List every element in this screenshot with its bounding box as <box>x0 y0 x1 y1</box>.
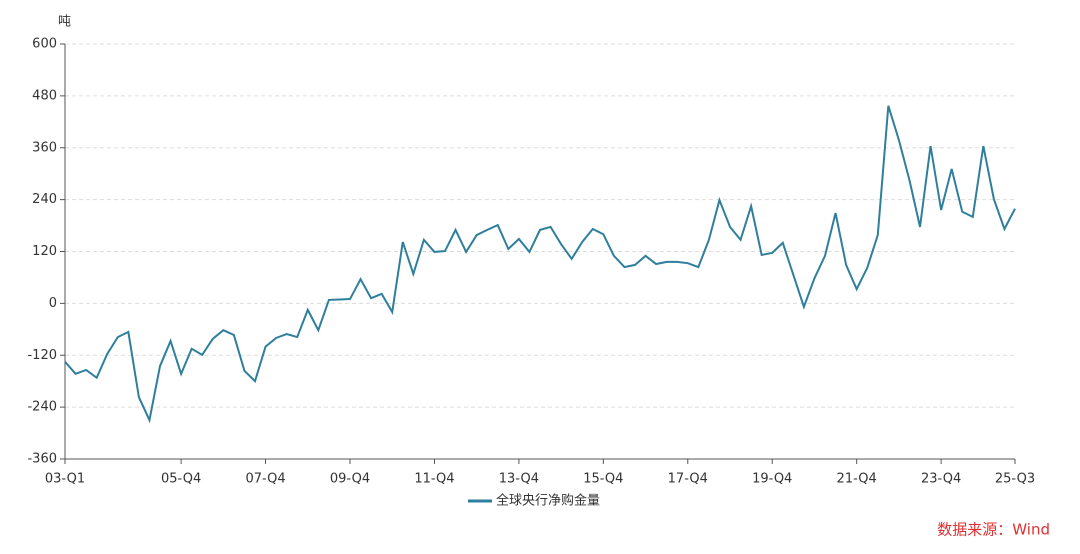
x-tick-label: 03-Q1 <box>45 472 85 487</box>
legend-label: 全球央行净购金量 <box>496 493 600 509</box>
y-tick-label: -240 <box>27 400 57 415</box>
x-tick-label: 11-Q4 <box>414 472 454 487</box>
source-note: 数据来源：Wind <box>937 521 1050 539</box>
y-tick-label: 600 <box>32 37 57 52</box>
y-tick-label: -120 <box>27 348 57 363</box>
y-tick-label: 480 <box>32 88 57 103</box>
y-tick-label: 360 <box>32 140 57 155</box>
x-tick-label: 25-Q3 <box>995 472 1035 487</box>
x-tick-label: 07-Q4 <box>245 472 285 487</box>
x-tick-label: 09-Q4 <box>330 472 370 487</box>
data-line <box>64 105 1016 424</box>
x-tick-label: 05-Q4 <box>161 472 201 487</box>
y-tick-label: 120 <box>32 244 57 259</box>
x-tick-label: 15-Q4 <box>583 472 623 487</box>
x-tick-label: 13-Q4 <box>499 472 539 487</box>
y-axis-unit: 吨 <box>58 15 71 30</box>
x-tick-label: 21-Q4 <box>837 472 877 487</box>
y-tick-label: 0 <box>49 296 57 311</box>
x-tick-label: 17-Q4 <box>668 472 708 487</box>
y-tick-label: -360 <box>27 452 57 467</box>
y-tick-label: 240 <box>32 192 57 207</box>
x-tick-label: 19-Q4 <box>752 472 792 487</box>
x-tick-label: 23-Q4 <box>921 472 961 487</box>
